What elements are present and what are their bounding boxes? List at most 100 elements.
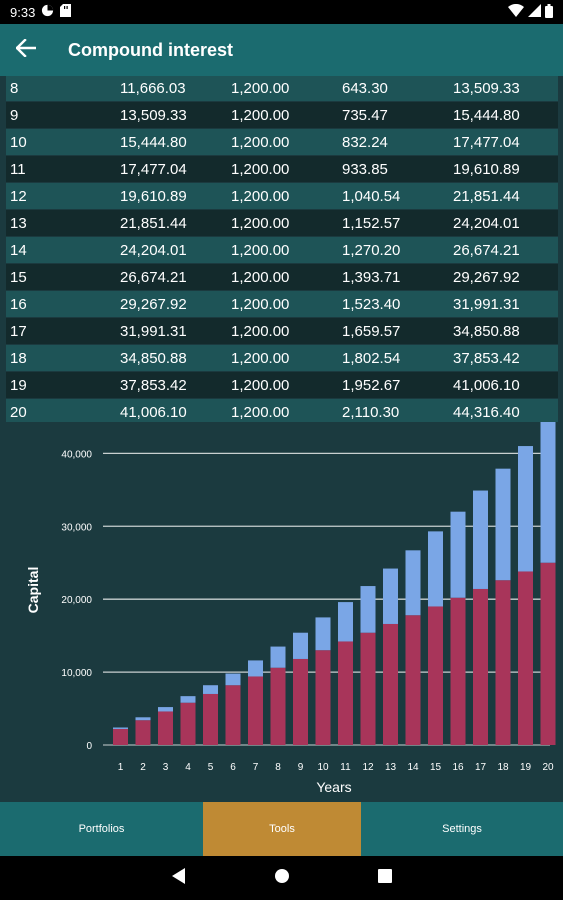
year-cell: 8 xyxy=(10,79,19,97)
deposit-cell: 1,200.00 xyxy=(231,106,290,124)
x-tick-label: 1 xyxy=(118,762,124,773)
year-cell: 9 xyxy=(10,106,19,124)
back-triangle-icon[interactable] xyxy=(171,867,186,889)
table-row: 14 24,204.01 1,200.00 1,270.20 26,674.21 xyxy=(6,237,558,263)
nav-item-settings[interactable]: Settings xyxy=(361,802,563,856)
capital-chart: 0 10,000 20,000 30,000 40,000 1 2 3 4 5 6 7 8 9 10 11 12… xyxy=(0,422,563,802)
bar-interest xyxy=(338,602,353,642)
end-capital-cell: 15,444.80 xyxy=(453,106,520,124)
interest-cell: 1,802.54 xyxy=(342,349,401,367)
end-capital-cell: 24,204.01 xyxy=(453,214,520,232)
x-tick-label: 5 xyxy=(208,762,214,773)
table-row: 16 29,267.92 1,200.00 1,523.40 31,991.31 xyxy=(6,291,558,317)
bar-principal xyxy=(203,693,218,745)
table-row: 8 11,666.03 1,200.00 643.30 13,509.33 xyxy=(6,76,558,101)
year-cell: 19 xyxy=(10,376,27,394)
amortization-table[interactable]: 8 11,666.03 1,200.00 643.30 13,509.33 9 13,509… xyxy=(0,76,563,422)
deposit-cell: 1,200.00 xyxy=(231,403,290,421)
deposit-cell: 1,200.00 xyxy=(231,133,290,151)
overview-square-icon[interactable] xyxy=(377,868,392,888)
y-tick-label: 40,000 xyxy=(61,449,92,460)
interest-cell: 2,110.30 xyxy=(342,403,400,421)
interest-cell: 1,523.40 xyxy=(342,295,401,313)
x-tick-label: 7 xyxy=(253,762,259,773)
bar-principal xyxy=(473,588,488,745)
interest-cell: 1,952.67 xyxy=(342,376,401,394)
bar-interest xyxy=(428,531,443,607)
bar-principal xyxy=(518,571,533,745)
x-tick-label: 10 xyxy=(317,762,329,773)
table-row: 17 31,991.31 1,200.00 1,659.57 34,850.88 xyxy=(6,318,558,344)
start-capital-cell: 37,853.42 xyxy=(120,376,187,394)
year-cell: 14 xyxy=(10,241,27,259)
x-tick-label: 6 xyxy=(230,762,236,773)
x-tick-label: 20 xyxy=(542,762,554,773)
start-capital-cell: 31,991.31 xyxy=(120,322,187,340)
bar-interest xyxy=(518,446,533,572)
bar-principal xyxy=(270,667,286,745)
bar-interest xyxy=(383,568,398,624)
start-capital-cell: 11,666.03 xyxy=(120,79,186,97)
end-capital-cell: 19,610.89 xyxy=(453,160,520,178)
table-row: 20 41,006.10 1,200.00 2,110.30 44,316.40 xyxy=(6,399,558,422)
table-row: 11 17,477.04 1,200.00 933.85 19,610.89 xyxy=(6,156,558,182)
deposit-cell: 1,200.00 xyxy=(231,79,290,97)
bar-interest xyxy=(405,550,421,616)
wifi-icon xyxy=(508,3,524,20)
data-saver-icon xyxy=(41,4,54,20)
table-row: 15 26,674.21 1,200.00 1,393.71 29,267.92 xyxy=(6,264,558,290)
table-row: 18 34,850.88 1,200.00 1,802.54 37,853.42 xyxy=(6,345,558,371)
y-tick-label: 10,000 xyxy=(61,668,92,679)
back-button[interactable] xyxy=(0,24,52,76)
year-cell: 15 xyxy=(10,268,27,286)
x-tick-label: 17 xyxy=(475,762,487,773)
arrow-left-icon xyxy=(15,37,37,62)
nav-item-portfolios[interactable]: Portfolios xyxy=(0,802,203,856)
interest-cell: 1,270.20 xyxy=(342,241,401,259)
bar-interest xyxy=(203,685,218,694)
x-tick-label: 19 xyxy=(520,762,532,773)
interest-cell: 643.30 xyxy=(342,79,388,97)
bar-principal xyxy=(113,728,128,745)
bar-principal xyxy=(315,650,331,745)
nav-item-tools[interactable]: Tools xyxy=(203,802,361,856)
end-capital-cell: 17,477.04 xyxy=(453,133,520,151)
bar-principal xyxy=(540,562,556,745)
bar-interest xyxy=(315,617,331,651)
y-axis-title: Capital xyxy=(25,567,41,614)
app-bar: Compound interest xyxy=(0,24,563,76)
system-nav-bar xyxy=(0,856,563,900)
start-capital-cell: 19,610.89 xyxy=(120,187,187,205)
start-capital-cell: 26,674.21 xyxy=(120,268,187,286)
x-tick-label: 9 xyxy=(298,762,304,773)
year-cell: 10 xyxy=(10,133,27,151)
bar-principal xyxy=(428,606,443,745)
bar-interest xyxy=(293,632,308,659)
table-row: 10 15,444.80 1,200.00 832.24 17,477.04 xyxy=(6,129,558,155)
bar-principal xyxy=(338,641,353,745)
end-capital-cell: 26,674.21 xyxy=(453,241,520,259)
start-capital-cell: 17,477.04 xyxy=(120,160,187,178)
interest-cell: 1,659.57 xyxy=(342,322,401,340)
deposit-cell: 1,200.00 xyxy=(231,160,290,178)
table-row: 19 37,853.42 1,200.00 1,952.67 41,006.10 xyxy=(6,372,558,398)
x-tick-label: 2 xyxy=(140,762,146,773)
start-capital-cell: 34,850.88 xyxy=(120,349,187,367)
status-bar: 9:33 xyxy=(0,0,563,24)
end-capital-cell: 31,991.31 xyxy=(453,295,520,313)
bar-principal xyxy=(225,685,241,745)
interest-cell: 832.24 xyxy=(342,133,388,151)
end-capital-cell: 13,509.33 xyxy=(453,79,520,97)
end-capital-cell: 41,006.10 xyxy=(453,376,520,394)
deposit-cell: 1,200.00 xyxy=(231,349,290,367)
year-cell: 11 xyxy=(10,160,26,178)
bar-interest xyxy=(450,511,466,598)
table-row: 9 13,509.33 1,200.00 735.47 15,444.80 xyxy=(6,102,558,128)
bar-interest xyxy=(225,673,241,686)
table-row: 12 19,610.89 1,200.00 1,040.54 21,851.44 xyxy=(6,183,558,209)
sd-card-icon xyxy=(60,4,72,20)
x-tick-label: 8 xyxy=(275,762,281,773)
end-capital-cell: 34,850.88 xyxy=(453,322,520,340)
home-circle-icon[interactable] xyxy=(274,868,290,889)
